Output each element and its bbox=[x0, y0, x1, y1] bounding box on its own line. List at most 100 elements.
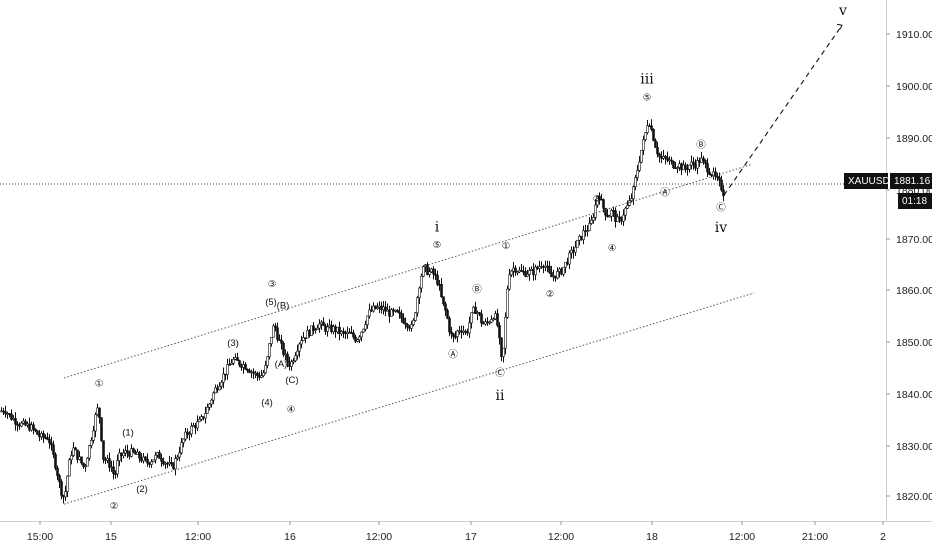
candle-body bbox=[286, 353, 289, 363]
candle-body bbox=[120, 452, 123, 457]
candle-body bbox=[642, 139, 645, 151]
candle-body bbox=[64, 491, 67, 498]
wave-label: Ⓒ bbox=[495, 368, 505, 379]
countdown-badge-bg bbox=[898, 193, 932, 209]
candle-body bbox=[478, 312, 481, 315]
countdown-label: 01:18 bbox=[902, 196, 927, 207]
candle-body bbox=[84, 465, 87, 468]
symbol-badge-bg bbox=[844, 173, 888, 189]
y-tick-label: 1840.00 bbox=[896, 389, 932, 401]
projection-arrowhead bbox=[836, 23, 843, 30]
wave-label: iii bbox=[640, 71, 654, 87]
candle-body bbox=[488, 321, 491, 324]
candle-body bbox=[152, 459, 155, 463]
wave-label: ⑤ bbox=[433, 240, 442, 251]
projection-line bbox=[723, 24, 843, 196]
candle-body bbox=[54, 454, 57, 469]
candle-body bbox=[594, 204, 597, 218]
candle-body bbox=[246, 369, 249, 371]
candle-body bbox=[602, 199, 605, 209]
candle-body bbox=[224, 373, 227, 376]
wave-label: (3) bbox=[227, 338, 239, 349]
y-tick-label: 1860.00 bbox=[896, 285, 932, 297]
candle-body bbox=[238, 360, 241, 366]
candle-body bbox=[548, 265, 551, 273]
candle-body bbox=[592, 217, 595, 221]
candle-body bbox=[232, 359, 235, 364]
candle-body bbox=[410, 324, 413, 329]
candle-body bbox=[216, 387, 219, 391]
wave-label: (5) bbox=[265, 297, 277, 308]
candle-body bbox=[210, 399, 213, 405]
x-tick-label: 15 bbox=[105, 531, 117, 543]
candle-body bbox=[360, 331, 363, 338]
candle-body bbox=[456, 330, 459, 338]
candle-body bbox=[588, 223, 591, 231]
candle-body bbox=[562, 266, 565, 275]
candle-body bbox=[676, 167, 679, 169]
candle-body bbox=[192, 425, 195, 427]
candle-body bbox=[720, 179, 723, 191]
candle-body bbox=[60, 481, 63, 496]
candle-body bbox=[582, 230, 585, 240]
wave-label: iv bbox=[715, 220, 727, 236]
drawing-overlays bbox=[0, 23, 886, 505]
candle-body bbox=[136, 451, 139, 455]
candle-body bbox=[128, 452, 131, 457]
candle-body bbox=[202, 416, 205, 419]
candle-body bbox=[398, 311, 401, 314]
candle-body bbox=[2, 410, 5, 413]
candle-body bbox=[426, 264, 429, 275]
y-tick-label: 1870.00 bbox=[896, 234, 932, 246]
candle-body bbox=[604, 208, 607, 216]
candle-body bbox=[272, 325, 275, 338]
candle-body bbox=[236, 357, 239, 361]
candle-body bbox=[718, 177, 721, 181]
candle-body bbox=[354, 336, 357, 342]
candle-body bbox=[90, 440, 93, 446]
candle-body bbox=[450, 331, 453, 335]
candle-body bbox=[58, 475, 61, 482]
candle-body bbox=[174, 458, 177, 470]
wave-label: ② bbox=[546, 289, 555, 300]
candle-body bbox=[106, 458, 109, 461]
candle-body bbox=[186, 431, 189, 435]
candle-body bbox=[170, 462, 173, 464]
candle-body bbox=[276, 327, 279, 340]
candle-body bbox=[322, 321, 325, 327]
candle-body bbox=[204, 413, 207, 419]
candle-body bbox=[528, 270, 531, 275]
candle-body bbox=[264, 365, 267, 374]
candle-body bbox=[644, 132, 647, 140]
candle-body bbox=[498, 325, 501, 339]
candle-body bbox=[400, 313, 403, 319]
candle-body bbox=[358, 336, 361, 341]
x-axis-ticks: 15:00 15 12:00 16 12:00 17 12:00 18 12:00 21:00 2 bbox=[27, 521, 886, 543]
wave-label: ⑤ bbox=[643, 92, 652, 103]
candle-body bbox=[240, 364, 243, 368]
candle-body bbox=[366, 315, 369, 325]
candle-body bbox=[708, 171, 711, 175]
x-tick-label: 15:00 bbox=[27, 531, 53, 543]
candle-body bbox=[470, 312, 473, 324]
wave-label: (B) bbox=[277, 300, 290, 311]
candle-body bbox=[206, 406, 209, 414]
candle-body bbox=[446, 310, 449, 319]
candle-body bbox=[352, 332, 355, 338]
candle-body bbox=[526, 274, 529, 277]
candle-body bbox=[452, 333, 455, 337]
candle-body bbox=[108, 458, 111, 468]
candle-body bbox=[252, 371, 255, 374]
wave-label: (A) bbox=[275, 359, 288, 370]
candle-body bbox=[230, 362, 233, 365]
wave-label: ③ bbox=[593, 194, 602, 205]
candle-body bbox=[76, 449, 79, 460]
candle-body bbox=[658, 153, 661, 157]
candle-body bbox=[178, 452, 181, 458]
candle-body bbox=[510, 270, 513, 276]
x-tick-label: 12:00 bbox=[185, 531, 211, 543]
x-tick-label: 18 bbox=[646, 531, 658, 543]
candle-body bbox=[32, 424, 35, 430]
candle-body bbox=[126, 450, 129, 454]
